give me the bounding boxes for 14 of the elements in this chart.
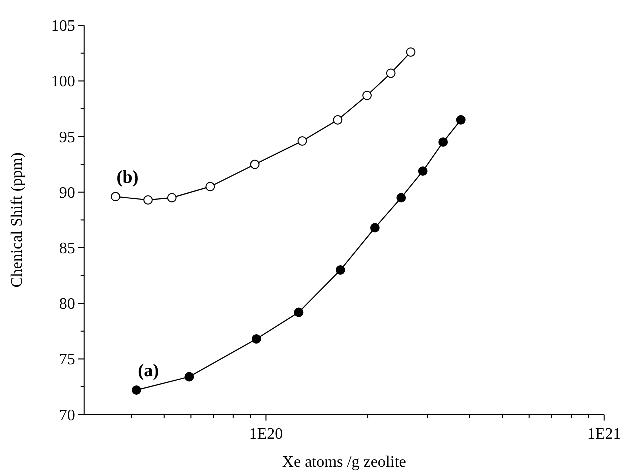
y-tick-label: 95 — [59, 129, 76, 146]
annotation: (b) — [116, 166, 139, 187]
x-tick-label: 1E20 — [249, 426, 284, 443]
y-axis-title: Chenical Shift (ppm) — [9, 152, 26, 288]
annotation: (a) — [138, 360, 160, 380]
x-tick-label: 1E21 — [588, 426, 622, 443]
x-axis-title: Xe atoms /g zeolite — [282, 454, 406, 471]
y-tick-label: 75 — [59, 352, 76, 369]
y-tick-label: 105 — [51, 18, 76, 36]
y-tick-label: 90 — [59, 184, 76, 202]
y-tick-label: 70 — [59, 407, 76, 424]
y-tick-label: 85 — [59, 240, 76, 258]
y-tick-label: 100 — [51, 74, 76, 91]
y-tick-label: 80 — [59, 296, 76, 314]
